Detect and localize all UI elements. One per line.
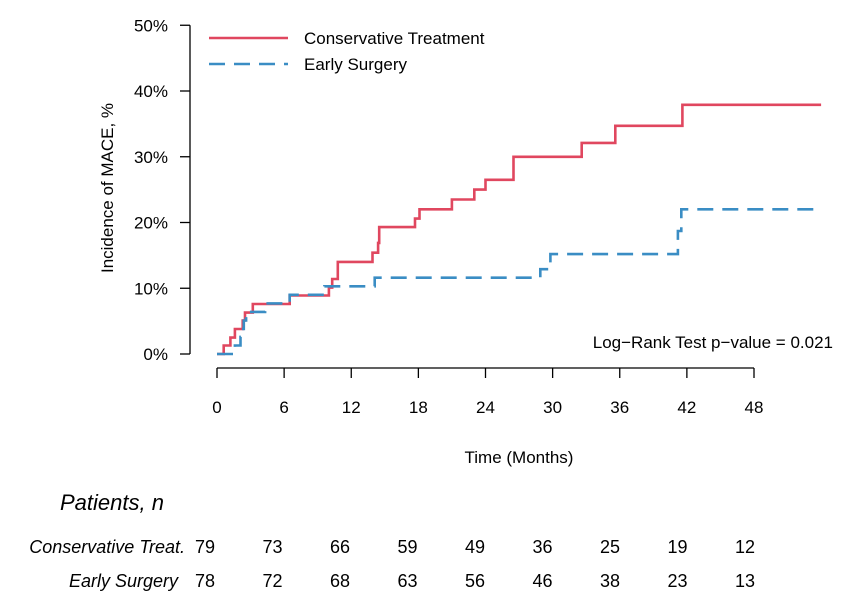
risk-value: 19	[667, 537, 687, 557]
risk-value: 79	[195, 537, 215, 557]
risk-value: 73	[262, 537, 282, 557]
y-axis: 0% 10% 20% 30% 40% 50%	[134, 16, 191, 364]
x-axis: 0 6 12 18 24 30 36 42 48	[212, 367, 764, 417]
x-tick-label: 6	[279, 398, 288, 417]
risk-row-label-conservative: Conservative Treat.	[29, 537, 185, 557]
risk-value: 36	[532, 537, 552, 557]
y-tick-label: 50%	[134, 16, 168, 35]
legend-label: Conservative Treatment	[304, 29, 485, 48]
x-tick-label: 42	[677, 398, 696, 417]
risk-value: 12	[735, 537, 755, 557]
series-line-conservative	[217, 103, 822, 356]
risk-value: 59	[397, 537, 417, 557]
risk-row-label-surgery: Early Surgery	[69, 571, 179, 591]
y-axis-label: Incidence of MACE, %	[98, 103, 117, 273]
risk-value: 49	[465, 537, 485, 557]
x-tick-label: 0	[212, 398, 221, 417]
risk-value: 68	[330, 571, 350, 591]
risk-value: 46	[532, 571, 552, 591]
y-tick-label: 0%	[143, 345, 168, 364]
x-tick-label: 30	[543, 398, 562, 417]
y-tick-label: 10%	[134, 279, 168, 298]
risk-table: Patients, n Conservative Treat. Early Su…	[29, 490, 755, 591]
risk-value: 25	[600, 537, 620, 557]
y-tick-label: 30%	[134, 148, 168, 167]
x-tick-label: 36	[610, 398, 629, 417]
legend-label: Early Surgery	[304, 55, 407, 74]
risk-value: 72	[262, 571, 282, 591]
y-tick-label: 20%	[134, 214, 168, 233]
x-tick-label: 12	[342, 398, 361, 417]
x-tick-label: 48	[745, 398, 764, 417]
series-line-surgery	[217, 208, 822, 356]
risk-value: 13	[735, 571, 755, 591]
x-tick-label: 24	[476, 398, 495, 417]
p-value-annotation: Log−Rank Test p−value = 0.021	[593, 333, 833, 352]
risk-value: 23	[667, 571, 687, 591]
risk-value: 38	[600, 571, 620, 591]
risk-value: 66	[330, 537, 350, 557]
y-tick-label: 40%	[134, 82, 168, 101]
x-tick-label: 18	[409, 398, 428, 417]
risk-table-title: Patients, n	[60, 490, 164, 515]
risk-value: 78	[195, 571, 215, 591]
x-axis-label: Time (Months)	[465, 448, 574, 467]
legend: Conservative Treatment Early Surgery	[209, 29, 485, 74]
risk-value: 63	[397, 571, 417, 591]
series-layer	[217, 103, 822, 356]
risk-value: 56	[465, 571, 485, 591]
